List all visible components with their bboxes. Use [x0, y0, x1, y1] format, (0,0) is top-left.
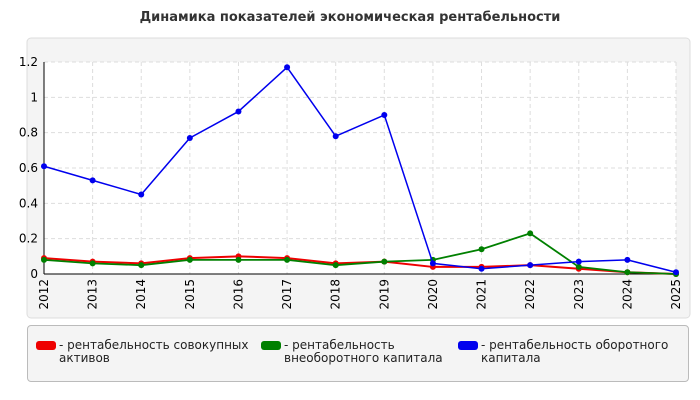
y-tick-label: 1	[30, 90, 38, 104]
data-point	[186, 256, 193, 263]
data-point	[186, 134, 193, 141]
x-tick-label: 2025	[669, 279, 683, 310]
legend-label: - рентабельность совокупных активов	[59, 338, 249, 365]
y-tick-label: 0.4	[19, 196, 38, 210]
x-tick-label: 2016	[231, 279, 245, 310]
data-point	[381, 112, 388, 118]
data-point	[235, 256, 242, 263]
data-point	[478, 265, 485, 272]
data-point	[673, 269, 679, 276]
chart-title: Динамика показателей экономическая рента…	[140, 10, 561, 25]
x-tick-label: 2013	[86, 279, 100, 310]
x-tick-label: 2014	[134, 279, 148, 310]
x-tick-label: 2017	[280, 279, 294, 310]
data-point	[527, 262, 534, 269]
data-point	[478, 246, 485, 253]
data-point	[575, 263, 582, 270]
y-tick-label: 1.2	[19, 55, 38, 69]
series-line	[43, 232, 677, 275]
series-line	[43, 66, 677, 273]
data-point	[235, 108, 242, 115]
legend: - рентабельность совокупных активов - рен…	[27, 325, 689, 382]
legend-swatch	[458, 341, 478, 350]
x-tick-label: 2018	[329, 279, 343, 310]
data-point	[575, 258, 582, 265]
data-point	[381, 258, 388, 265]
legend-item: - рентабельность совокупных активов	[36, 339, 249, 365]
data-point	[41, 256, 47, 263]
legend-swatch	[36, 341, 56, 350]
y-tick-label: 0.2	[19, 232, 38, 246]
x-tick-label: 2012	[37, 279, 51, 310]
data-point	[429, 260, 436, 267]
data-point	[332, 133, 339, 140]
data-point	[624, 269, 631, 276]
data-point	[527, 230, 534, 237]
legend-label: - рентабельность внеоборотного капитала	[284, 338, 443, 365]
data-point	[89, 260, 96, 267]
x-tick-label: 2020	[426, 279, 440, 310]
x-tick-label: 2022	[523, 279, 537, 310]
data-point	[284, 256, 291, 263]
legend-swatch	[261, 341, 281, 350]
data-point	[332, 262, 339, 269]
y-tick-label: 0	[30, 267, 38, 281]
y-tick-label: 0.6	[19, 161, 38, 175]
data-point	[41, 163, 47, 170]
x-tick-label: 2023	[572, 279, 586, 310]
x-tick-label: 2024	[620, 279, 634, 310]
data-point	[138, 262, 145, 269]
x-tick-label: 2015	[183, 279, 197, 310]
data-point	[624, 256, 631, 263]
data-point	[284, 64, 291, 71]
y-tick-label: 0.8	[19, 126, 38, 140]
legend-item: - рентабельность внеоборотного капитала	[261, 339, 444, 365]
legend-item: - рентабельность оборотного капитала	[458, 339, 671, 365]
legend-label: - рентабельность оборотного капитала	[481, 338, 669, 365]
data-point	[138, 191, 145, 198]
x-tick-label: 2019	[377, 279, 391, 310]
data-point	[89, 177, 96, 184]
x-tick-label: 2021	[475, 279, 489, 310]
